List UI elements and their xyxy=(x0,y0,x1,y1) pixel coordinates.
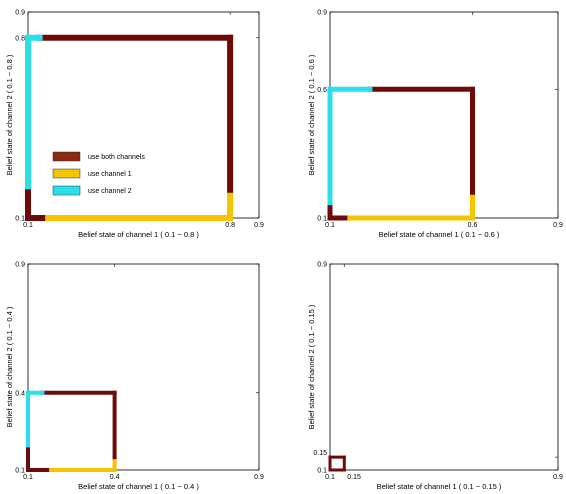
y-tick-label: 0.9 xyxy=(317,262,327,269)
chart-panel-1: 0.1 0.8 0.9 0.1 0.8 0.9 Belief state of channe… xyxy=(5,10,264,240)
y-tick-label: 0.4 xyxy=(15,390,25,397)
x-axis-label: Belief state of channel 1 ( 0.1 − 0.15 ) xyxy=(377,482,502,491)
chart-panel-4: 0.1 0.15 0.9 0.1 0.15 0.9 Belief state of chan… xyxy=(307,262,563,492)
y-tick-label: 0.9 xyxy=(15,262,25,269)
y-tick-label: 0.9 xyxy=(15,10,25,17)
legend-label: use channel 1 xyxy=(88,171,132,178)
x-axis-label: Belief state of channel 1 ( 0.1 − 0.6 ) xyxy=(379,230,500,239)
x-tick-label: 0.1 xyxy=(23,474,33,481)
legend-label: use channel 2 xyxy=(88,188,132,195)
y-tick-label: 0.6 xyxy=(317,87,327,94)
x-tick-label: 0.9 xyxy=(553,474,563,481)
x-tick-label: 0.1 xyxy=(325,474,335,481)
y-tick-label: 0.1 xyxy=(317,216,327,223)
chart-panel-3: 0.1 0.4 0.9 0.1 0.4 0.9 Belief state of channe… xyxy=(5,262,264,492)
x-tick-label: 0.4 xyxy=(110,474,120,481)
x-tick-label: 0.15 xyxy=(347,474,361,481)
x-tick-label: 0.9 xyxy=(254,474,264,481)
legend-swatch xyxy=(52,168,81,179)
y-axis-label: Belief state of channel 2 ( 0.1 − 0.6 ) xyxy=(307,54,316,175)
axes-frame xyxy=(27,263,260,471)
x-axis-label: Belief state of channel 1 ( 0.1 − 0.8 ) xyxy=(78,230,199,239)
legend-label: use both channels xyxy=(88,154,145,161)
y-tick-label: 0.9 xyxy=(317,10,327,17)
x-tick-label: 0.9 xyxy=(553,222,563,229)
x-axis-label: Belief state of channel 1 ( 0.1 − 0.4 ) xyxy=(78,482,199,491)
x-tick-label: 0.6 xyxy=(468,222,478,229)
y-axis-label: Belief state of channel 2 ( 0.1 − 0.8 ) xyxy=(5,54,14,175)
chart-panel-2: 0.1 0.6 0.9 0.1 0.6 0.9 Belief state of channe… xyxy=(307,10,563,240)
legend-swatch xyxy=(52,185,81,196)
y-axis-label: Belief state of channel 2 ( 0.1 − 0.4 ) xyxy=(5,306,14,427)
legend-swatch xyxy=(52,151,81,162)
y-axis-label: Belief state of channel 2 ( 0.1 − 0.15 ) xyxy=(307,304,316,429)
x-tick-label: 0.9 xyxy=(254,222,264,229)
y-tick-label: 0.8 xyxy=(15,35,25,42)
y-tick-label: 0.1 xyxy=(15,216,25,223)
y-tick-label: 0.15 xyxy=(313,450,327,457)
x-tick-label: 0.1 xyxy=(23,222,33,229)
legend: use both channels use channel 1 use channe… xyxy=(52,151,145,196)
y-tick-label: 0.1 xyxy=(15,468,25,475)
axes-frame xyxy=(329,11,559,219)
x-tick-label: 0.1 xyxy=(325,222,335,229)
y-tick-label: 0.1 xyxy=(317,468,327,475)
axes-frame xyxy=(329,263,559,471)
x-tick-label: 0.8 xyxy=(225,222,235,229)
